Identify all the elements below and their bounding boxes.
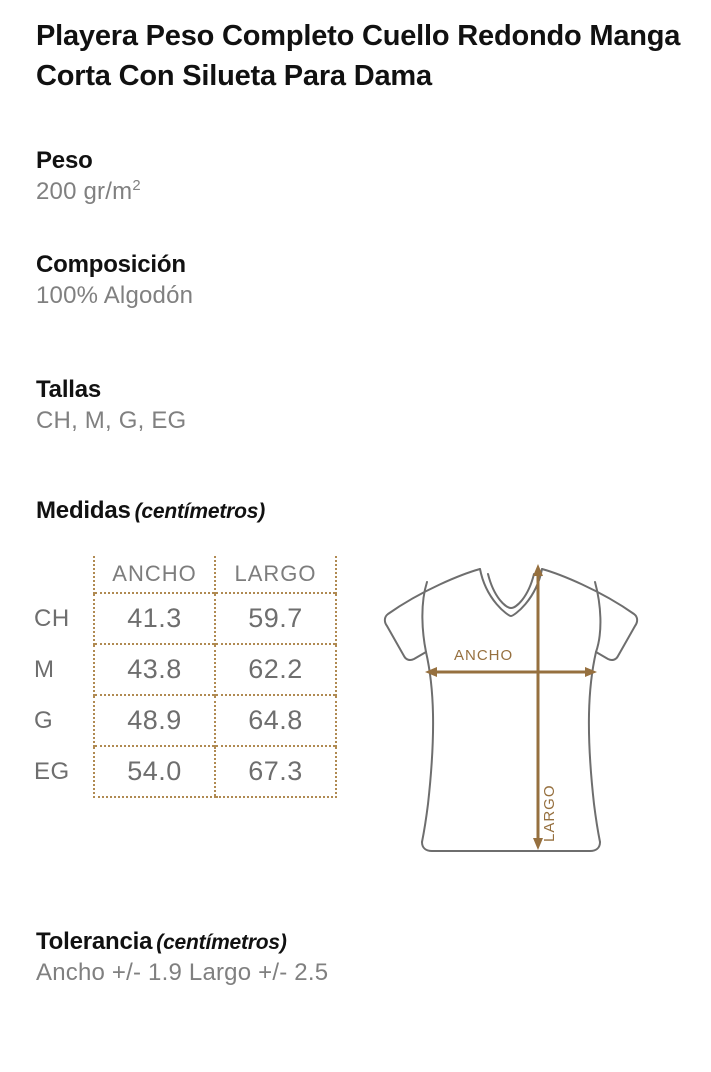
tolerancia-heading-text: Tolerancia [36, 928, 153, 955]
tolerancia-heading: Tolerancia (centímetros) [36, 928, 676, 956]
medidas-heading-unit: (centímetros) [134, 500, 266, 523]
largo-value-m: 62.2 [214, 643, 337, 695]
tshirt-outline-icon [383, 568, 639, 852]
spec-peso-value-text: 200 gr/m [36, 178, 133, 205]
size-table-header-row: ANCHO LARGO [30, 556, 337, 593]
table-row: EG 54.0 67.3 [30, 745, 337, 798]
largo-value-eg: 67.3 [214, 745, 337, 798]
ancho-value-eg: 54.0 [93, 745, 215, 798]
tolerancia-section: Tolerancia (centímetros) Ancho +/- 1.9 La… [36, 928, 676, 990]
spec-peso-value: 200 gr/m2 [36, 176, 676, 208]
largo-arrowhead-bottom [533, 838, 543, 850]
largo-value-g: 64.8 [214, 694, 337, 746]
spec-tallas-label: Tallas [36, 376, 102, 403]
spec-composicion: Composición 100% Algodón [36, 250, 676, 312]
spec-tallas: Tallas CH, M, G, EG [36, 375, 676, 437]
medidas-heading-text: Medidas [36, 497, 131, 524]
spec-tallas-value: CH, M, G, EG [36, 407, 187, 434]
ancho-arrowhead-right [585, 667, 597, 677]
spec-peso-label: Peso [36, 147, 93, 174]
tolerancia-heading-unit: (centímetros) [156, 931, 287, 954]
tshirt-diagram: ANCHO LARGO [382, 552, 682, 862]
spec-composicion-label: Composición [36, 251, 186, 278]
size-table-header-largo: LARGO [214, 556, 337, 593]
table-row: CH 41.3 59.7 [30, 592, 337, 644]
largo-label: LARGO [541, 784, 558, 842]
medidas-heading: Medidas (centímetros) [36, 497, 265, 525]
table-row: G 48.9 64.8 [30, 694, 337, 746]
size-label-m: M [34, 655, 55, 683]
ancho-label: ANCHO [454, 647, 513, 664]
size-label-eg: EG [34, 757, 70, 785]
ancho-value-m: 43.8 [93, 643, 215, 695]
size-label-ch: CH [34, 604, 70, 632]
tolerancia-value: Ancho +/- 1.9 Largo +/- 2.5 [36, 959, 329, 986]
spec-peso: Peso 200 gr/m2 [36, 146, 676, 208]
size-table: ANCHO LARGO CH 41.3 59.7 M 43.8 62.2 G 4… [30, 556, 337, 798]
spec-composicion-value: 100% Algodón [36, 282, 194, 309]
product-title: Playera Peso Completo Cuello Redondo Man… [36, 20, 681, 92]
ancho-value-g: 48.9 [93, 694, 215, 746]
size-table-corner-cell [30, 556, 94, 593]
size-label-g: G [34, 706, 54, 734]
table-row: M 43.8 62.2 [30, 643, 337, 695]
spec-peso-superscript: 2 [132, 178, 141, 194]
size-table-header-ancho: ANCHO [93, 556, 215, 593]
ancho-value-ch: 41.3 [93, 592, 215, 644]
ancho-arrowhead-left [425, 667, 437, 677]
largo-arrowhead-top [533, 564, 543, 576]
largo-value-ch: 59.7 [214, 592, 337, 644]
